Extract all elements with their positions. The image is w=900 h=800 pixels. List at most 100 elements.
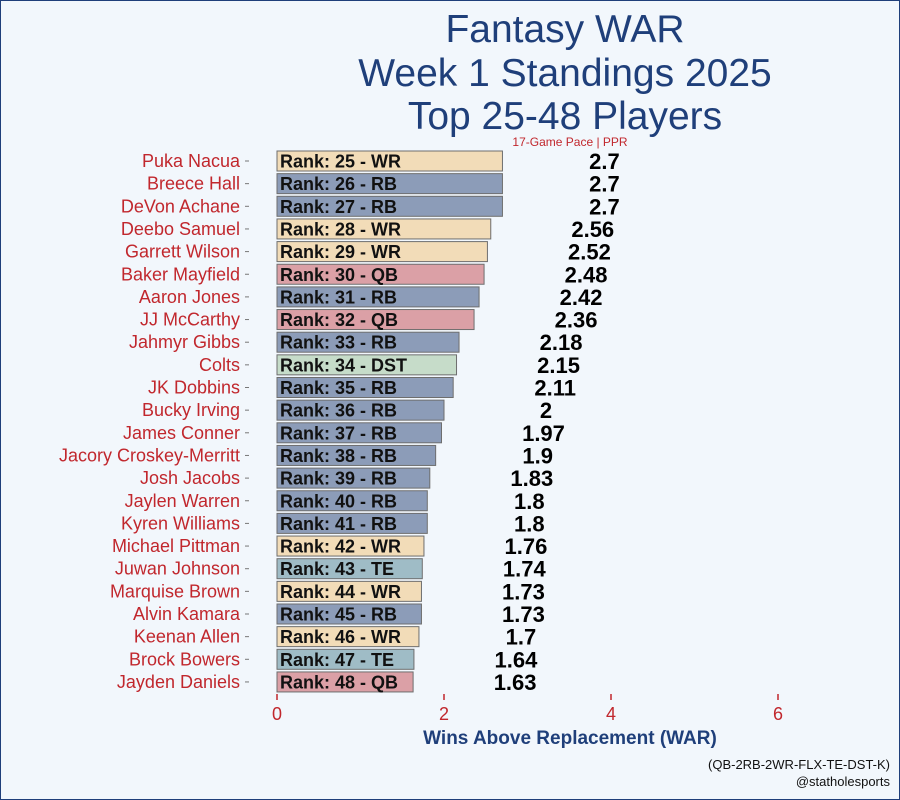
author-caption: @statholesports: [795, 774, 890, 789]
bar-rank-label: Rank: 37 - RB: [280, 423, 397, 443]
bar: [276, 195, 503, 217]
player-label: Juwan Johnson: [115, 559, 240, 579]
value-label: 2.15: [537, 353, 580, 378]
bar-rank-label: Rank: 39 - RB: [280, 469, 397, 489]
value-label: 1.74: [503, 557, 547, 582]
player-label: Michael Pittman: [112, 536, 240, 556]
bar: [276, 218, 492, 240]
bar-rank-label: Rank: 42 - WR: [280, 537, 401, 557]
bar-rank-label: Rank: 31 - RB: [280, 287, 397, 307]
value-label: 2.36: [555, 308, 598, 333]
bar: [276, 309, 475, 331]
bar-rank-label: Rank: 40 - RB: [280, 491, 397, 511]
bar: [276, 150, 503, 172]
bar-rank-label: Rank: 34 - DST: [280, 355, 407, 375]
player-label: Marquise Brown: [110, 581, 240, 601]
bar: [276, 603, 422, 625]
bar: [276, 331, 460, 353]
value-label: 2.7: [589, 172, 620, 197]
player-label: Colts: [199, 355, 240, 375]
player-label: James Conner: [123, 423, 240, 443]
bar: [276, 399, 445, 421]
bar: [276, 444, 437, 466]
bar: [276, 648, 415, 670]
x-tick-label: 0: [272, 704, 282, 724]
bar: [276, 535, 425, 557]
bar-rank-label: Rank: 26 - RB: [280, 174, 397, 194]
player-label: Puka Nacua: [142, 151, 241, 171]
value-label: 2.7: [589, 194, 620, 219]
title-line-3: Top 25-48 Players: [407, 95, 723, 138]
value-label: 2: [540, 398, 552, 423]
player-label: Jahmyr Gibbs: [129, 332, 240, 352]
bar: [276, 173, 503, 195]
player-label: Baker Mayfield: [121, 264, 240, 284]
value-label: 1.8: [514, 489, 545, 514]
bar-rank-label: Rank: 44 - WR: [280, 582, 401, 602]
bar: [276, 626, 420, 648]
bar-rank-label: Rank: 47 - TE: [280, 650, 394, 670]
bar-rank-label: Rank: 30 - QB: [280, 265, 398, 285]
player-label: Kyren Williams: [121, 513, 240, 533]
value-label: 2.52: [568, 240, 611, 265]
bar: [276, 422, 442, 444]
bar-rank-label: Rank: 43 - TE: [280, 559, 394, 579]
player-label: Breece Hall: [147, 174, 240, 194]
player-label: Jacory Croskey-Merritt: [59, 445, 240, 465]
value-label: 1.76: [505, 534, 548, 559]
bar-rank-label: Rank: 36 - RB: [280, 401, 397, 421]
x-tick-label: 4: [606, 704, 616, 724]
player-label: JJ McCarthy: [140, 310, 240, 330]
value-label: 1.63: [494, 670, 537, 695]
bar-rank-label: Rank: 35 - RB: [280, 378, 397, 398]
value-label: 1.73: [502, 602, 545, 627]
bar-rank-label: Rank: 25 - WR: [280, 152, 401, 172]
x-axis-label: Wins Above Replacement (WAR): [423, 728, 717, 749]
player-label: Deebo Samuel: [121, 219, 240, 239]
value-label: 2.7: [589, 149, 620, 174]
value-label: 1.83: [510, 466, 553, 491]
value-label: 1.8: [514, 511, 545, 536]
value-label: 2.48: [565, 262, 608, 287]
player-label: DeVon Achane: [121, 196, 240, 216]
value-label: 2.11: [534, 376, 576, 401]
x-tick-label: 6: [773, 704, 783, 724]
bar: [276, 490, 428, 512]
bar: [276, 286, 480, 308]
bar: [276, 263, 485, 285]
bar: [276, 671, 414, 693]
player-label: Jayden Daniels: [117, 672, 240, 692]
bar-rank-label: Rank: 48 - QB: [280, 672, 398, 692]
bar: [276, 558, 423, 580]
value-label: 2.18: [540, 330, 583, 355]
player-label: Josh Jacobs: [140, 468, 240, 488]
player-label: JK Dobbins: [148, 378, 240, 398]
player-label: Jaylen Warren: [125, 491, 240, 511]
value-label: 2.56: [571, 217, 614, 242]
bar-rank-label: Rank: 38 - RB: [280, 446, 397, 466]
subtitle: 17-Game Pace | PPR: [512, 135, 628, 149]
bar-rank-label: Rank: 27 - RB: [280, 197, 397, 217]
bar: [276, 241, 488, 263]
player-label: Garrett Wilson: [125, 242, 240, 262]
bar: [276, 467, 431, 489]
bar-rank-label: Rank: 32 - QB: [280, 310, 398, 330]
bar: [276, 512, 428, 534]
player-label: Keenan Allen: [134, 627, 240, 647]
x-tick-label: 2: [439, 704, 449, 724]
bar-rank-label: Rank: 28 - WR: [280, 219, 401, 239]
title-line-2: Week 1 Standings 2025: [358, 52, 772, 95]
value-label: 1.9: [522, 443, 553, 468]
title-line-1: Fantasy WAR: [445, 8, 685, 51]
value-label: 2.42: [560, 285, 603, 310]
format-caption: (QB-2RB-2WR-FLX-TE-DST-K): [708, 757, 890, 772]
value-label: 1.73: [502, 579, 545, 604]
player-label: Alvin Kamara: [133, 604, 241, 624]
bar-rank-label: Rank: 45 - RB: [280, 605, 397, 625]
player-label: Brock Bowers: [129, 649, 240, 669]
player-label: Bucky Irving: [142, 400, 240, 420]
bar-rank-label: Rank: 46 - WR: [280, 627, 401, 647]
value-label: 1.97: [522, 421, 565, 446]
value-label: 1.7: [506, 625, 537, 650]
